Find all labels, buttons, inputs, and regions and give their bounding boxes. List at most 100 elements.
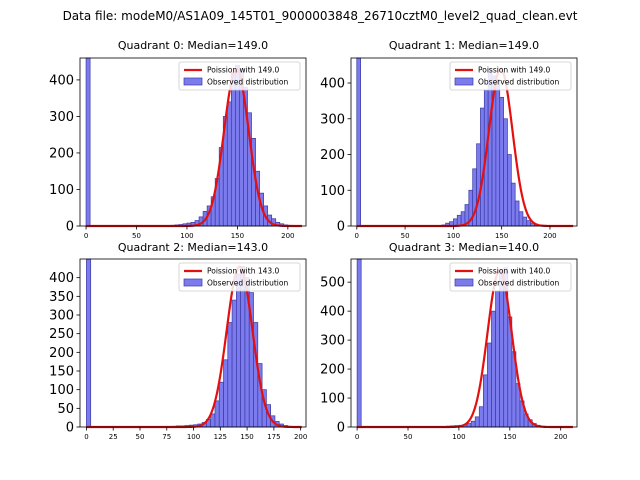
histogram-bar <box>491 310 496 428</box>
y-tick-label: 100 <box>320 392 345 407</box>
subplot-title: Quadrant 2: Median=143.0 <box>118 241 268 254</box>
histogram-bar <box>231 299 237 428</box>
legend-label-observed: Observed distribution <box>478 279 559 288</box>
histogram-bar <box>85 57 91 227</box>
histogram-bar <box>499 270 505 428</box>
legend-label-poisson: Poission with 140.0 <box>478 267 551 276</box>
x-tick-label: 0 <box>84 232 88 240</box>
histogram-bar <box>214 400 220 428</box>
subplot-title: Quadrant 1: Median=149.0 <box>389 39 539 52</box>
legend-bar-swatch <box>183 77 203 86</box>
legend-box <box>178 61 301 91</box>
x-tick-label: 25 <box>109 433 118 441</box>
y-tick-label: 0 <box>66 421 74 436</box>
axes-frame <box>350 57 578 227</box>
y-tick-label: 350 <box>49 290 74 305</box>
x-tick-label: 100 <box>452 433 465 441</box>
poisson-curve <box>356 67 574 228</box>
x-tick-label: 50 <box>132 232 141 240</box>
subplot-quadrant-2: Quadrant 2: Median=143.0 0 25 50 75 100 125 15… <box>49 241 307 441</box>
legend-label-observed: Observed distribution <box>207 279 288 288</box>
x-tick-label: 50 <box>136 433 145 441</box>
figure-title: Data file: modeM0/AS1A09_145T01_90000038… <box>63 9 578 23</box>
legend-box <box>449 61 572 91</box>
legend-label-observed: Observed distribution <box>478 78 559 87</box>
y-tick-label: 300 <box>320 112 345 127</box>
histogram-bar <box>510 182 516 227</box>
histogram-bar <box>230 72 236 227</box>
subplot-quadrant-0: Quadrant 0: Median=149.0 0 50 100 150 200 0 10… <box>49 39 307 240</box>
subplot-title: Quadrant 3: Median=140.0 <box>389 241 539 254</box>
legend-box <box>449 262 572 292</box>
histogram-bar <box>470 420 476 428</box>
legend-label-poisson: Poission with 149.0 <box>478 66 551 75</box>
x-tick-label: 100 <box>187 433 200 441</box>
histogram-bar <box>476 143 481 227</box>
histogram-bar <box>495 290 500 428</box>
histogram-bar <box>356 57 362 227</box>
x-tick-label: 150 <box>503 433 516 441</box>
y-tick-label: 250 <box>49 327 74 342</box>
histogram-bar <box>487 68 493 227</box>
x-tick-label: 200 <box>543 232 556 240</box>
x-tick-label: 100 <box>447 232 460 240</box>
y-tick-label: 400 <box>49 271 74 286</box>
histogram-bar <box>518 211 524 227</box>
axes-frame <box>79 57 307 227</box>
histogram-bar <box>223 359 229 428</box>
histogram-bar <box>236 273 242 428</box>
legend-box <box>178 262 301 292</box>
histogram-bar <box>456 214 462 227</box>
x-tick-label: 0 <box>355 433 359 441</box>
histogram-bar <box>526 220 531 227</box>
y-tick-label: 300 <box>49 110 74 125</box>
y-tick-label: 0 <box>66 220 74 235</box>
histogram-bar <box>495 79 501 227</box>
histogram-bar <box>507 154 512 227</box>
y-tick-label: 400 <box>49 73 74 88</box>
x-tick-label: 175 <box>267 433 280 441</box>
y-tick-label: 400 <box>320 77 345 92</box>
histogram-bar <box>487 342 492 428</box>
histogram-bar <box>86 258 92 428</box>
poisson-curve <box>357 269 573 429</box>
histogram-bar <box>226 101 232 227</box>
x-tick-label: 100 <box>180 232 193 240</box>
axes-frame <box>350 258 578 428</box>
legend-bar-swatch <box>454 77 474 86</box>
y-tick-label: 100 <box>49 183 74 198</box>
y-tick-label: 0 <box>337 220 345 235</box>
histogram-bar <box>227 322 233 428</box>
histogram-bar <box>356 258 362 428</box>
x-tick-label: 200 <box>294 433 307 441</box>
y-tick-label: 150 <box>49 365 74 380</box>
legend-bar-swatch <box>183 278 203 287</box>
y-tick-label: 200 <box>320 148 345 163</box>
histogram-bar <box>499 96 504 227</box>
subplot-quadrant-1: Quadrant 1: Median=149.0 0 50 100 150 200 0 10… <box>320 39 578 240</box>
y-tick-label: 100 <box>320 184 345 199</box>
histogram-bar <box>478 406 484 428</box>
y-tick-label: 200 <box>49 146 74 161</box>
y-tick-label: 200 <box>49 346 74 361</box>
y-tick-label: 300 <box>320 334 345 349</box>
histogram-bar <box>482 374 488 428</box>
histogram-bar <box>218 381 224 428</box>
histogram-bar <box>503 118 508 227</box>
histogram-bar <box>466 423 472 428</box>
x-tick-label: 0 <box>355 232 359 240</box>
x-tick-label: 50 <box>404 433 413 441</box>
y-tick-label: 0 <box>337 421 345 436</box>
x-tick-label: 50 <box>401 232 410 240</box>
x-tick-label: 200 <box>281 232 294 240</box>
x-tick-label: 200 <box>554 433 567 441</box>
legend-label-observed: Observed distribution <box>207 78 288 87</box>
legend-bar-swatch <box>454 278 474 287</box>
y-tick-label: 100 <box>49 383 74 398</box>
legend-label-poisson: Poission with 149.0 <box>207 66 280 75</box>
x-tick-label: 0 <box>84 433 88 441</box>
histogram-bar <box>514 200 520 227</box>
y-tick-label: 50 <box>57 402 74 417</box>
legend-label-poisson: Poission with 143.0 <box>207 267 280 276</box>
